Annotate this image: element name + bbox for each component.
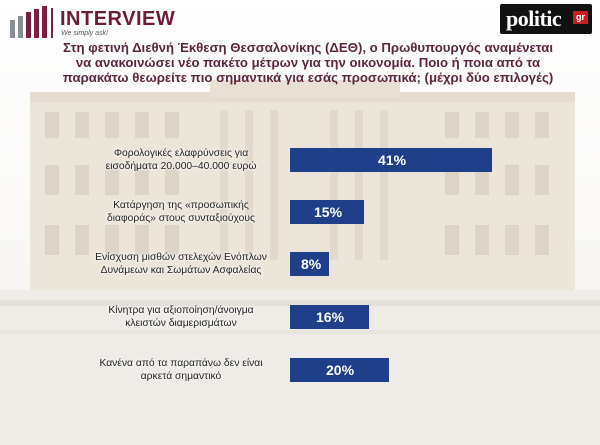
category-label: Κατάργηση της «προσωπικής διαφοράς» στους… xyxy=(70,199,292,225)
bar-value-label: 8% xyxy=(301,256,322,272)
category-label: Κανένα από τα παραπάνω δεν είναι αρκετά σ… xyxy=(70,357,292,383)
bar xyxy=(290,358,389,382)
category-label-line: αρκετά σημαντικό xyxy=(140,371,222,382)
brand-name: INTERVIEW xyxy=(60,8,176,30)
politic-logo-word: politic xyxy=(506,6,562,31)
category-label-line: Δυνάμεων και Σωμάτων Ασφαλείας xyxy=(100,265,262,276)
brand-tagline: We simply ask! xyxy=(61,30,108,37)
category-label: Ενίσχυση μισθών στελεχών Ενόπλων Δυνάμεων… xyxy=(70,251,292,277)
category-label-line: κλειστών διαμερισμάτων xyxy=(125,318,237,329)
category-label-line: εισοδήματα 20.000–40.000 ευρώ xyxy=(105,161,257,172)
category-label: Κίνητρα για αξιοποίηση/άνοιγμα κλειστών δ… xyxy=(70,304,292,330)
bar-value-label: 15% xyxy=(314,204,343,220)
bar xyxy=(290,305,369,329)
category-label-line: Κανένα από τα παραπάνω δεν είναι xyxy=(99,358,263,369)
survey-question: Στη φετινή Διεθνή Έκθεση Θεσσαλονίκης (Δ… xyxy=(40,40,576,85)
category-label-line: Φορολογικές ελαφρύνσεις για xyxy=(113,148,249,159)
question-line: παρακάτω θεωρείτε πιο σημαντικά για εσάς… xyxy=(62,70,554,85)
category-label-line: Κίνητρα για αξιοποίηση/άνοιγμα xyxy=(108,305,254,316)
politic-gr-logo: politic gr xyxy=(500,4,592,34)
bar xyxy=(290,252,329,276)
bar-value-label: 41% xyxy=(378,152,407,168)
bar xyxy=(290,148,492,172)
bar-value-label: 16% xyxy=(316,309,345,325)
category-label-line: Ενίσχυση μισθών στελεχών Ενόπλων xyxy=(95,252,267,263)
category-label-line: διαφοράς» στους συνταξιούχους xyxy=(107,213,255,224)
question-line: να ανακοινώσει νέο πακέτο μέτρων για την… xyxy=(75,55,541,70)
question-line: Στη φετινή Διεθνή Έκθεση Θεσσαλονίκης (Δ… xyxy=(62,40,554,55)
bar xyxy=(290,200,364,224)
bar-value-label: 20% xyxy=(326,362,355,378)
category-label-line: Κατάργηση της «προσωπικής xyxy=(113,200,249,211)
politic-logo-suffix: gr xyxy=(573,11,588,24)
category-label: Φορολογικές ελαφρύνσεις για εισοδήματα 20… xyxy=(70,147,292,173)
interview-logo-icon xyxy=(10,6,53,38)
